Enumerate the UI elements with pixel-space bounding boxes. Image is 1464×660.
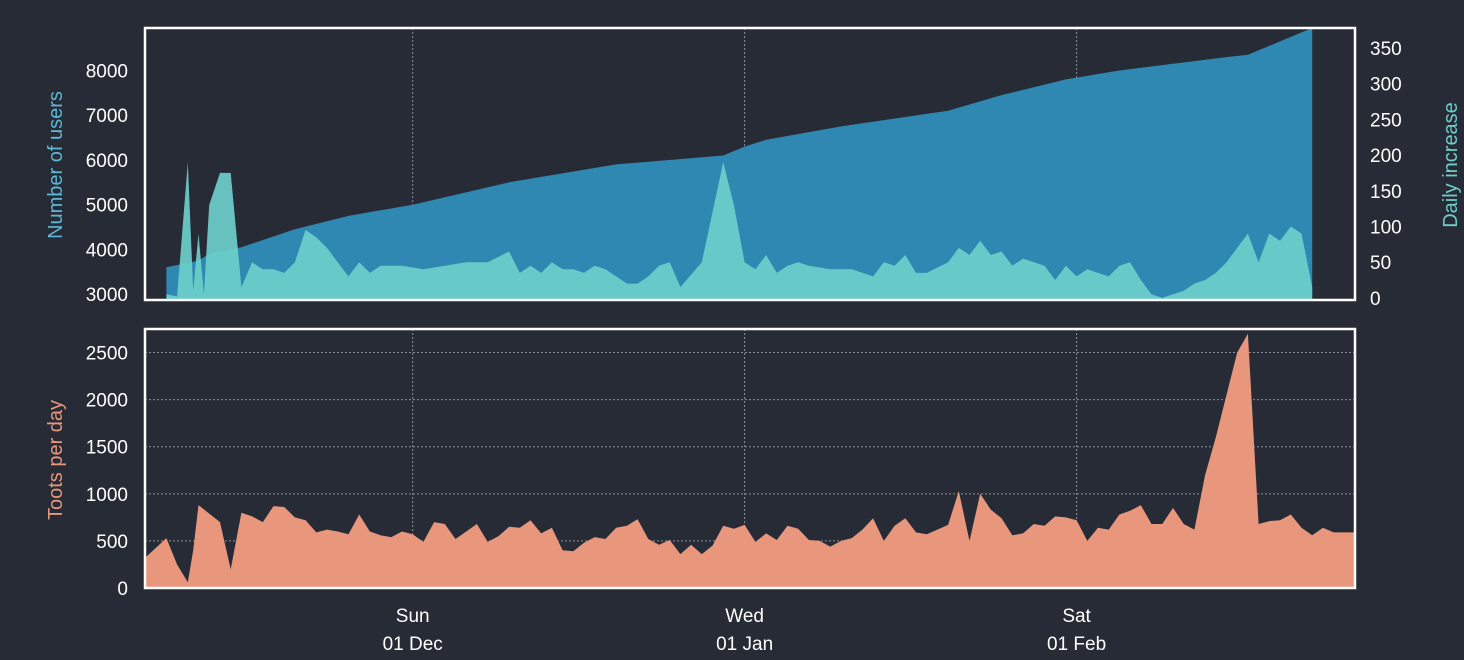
users-area	[166, 28, 1313, 300]
toots-tick-label: 2000	[86, 391, 128, 412]
x-tick-date: 01 Dec	[383, 634, 443, 655]
users-panel-frame	[143, 26, 1357, 302]
x-tick-weekday: Sun	[396, 606, 430, 627]
increase-axis-ticks: 0 50 100 150 200 250 300 350	[1370, 39, 1402, 310]
toots-tick-label: 2500	[86, 344, 128, 365]
users-tick-label: 3000	[86, 285, 128, 306]
toots-axis-label: Toots per day	[45, 400, 67, 520]
users-tick-label: 6000	[86, 151, 128, 172]
users-axis-ticks: 3000 4000 5000 6000 7000 8000	[86, 62, 128, 307]
toots-axis-ticks: 0 500 1000 1500 2000 2500	[86, 344, 128, 600]
increase-tick-label: 250	[1370, 110, 1402, 131]
increase-tick-label: 150	[1370, 182, 1402, 203]
increase-tick-label: 300	[1370, 75, 1402, 96]
toots-tick-label: 0	[117, 579, 128, 600]
daily-increase-area	[166, 162, 1313, 300]
increase-tick-label: 0	[1370, 289, 1381, 310]
users-panel: 3000 4000 5000 6000 7000 8000 0 50 100 150 200 250…	[45, 26, 1462, 310]
x-tick-weekday: Wed	[725, 606, 764, 627]
toots-area	[145, 333, 1355, 588]
toots-tick-label: 1000	[86, 485, 128, 506]
increase-tick-label: 350	[1370, 39, 1402, 60]
users-tick-label: 4000	[86, 240, 128, 261]
date-axis-ticks: Sun 01 Dec Wed 01 Jan Sat 01 Feb	[383, 606, 1107, 655]
toots-panel: 0 500 1000 1500 2000 2500 Toots per day Sun 01…	[45, 327, 1357, 655]
increase-axis-label: Daily increase	[1440, 102, 1462, 228]
toots-tick-label: 1500	[86, 438, 128, 459]
x-tick-date: 01 Jan	[716, 634, 773, 655]
toots-panel-frame	[143, 327, 1357, 590]
increase-tick-label: 50	[1370, 253, 1391, 274]
toots-tick-label: 500	[96, 532, 128, 553]
users-axis-label: Number of users	[45, 91, 67, 239]
users-tick-label: 5000	[86, 196, 128, 217]
x-tick-weekday: Sat	[1062, 606, 1091, 627]
increase-tick-label: 200	[1370, 146, 1402, 167]
x-tick-date: 01 Feb	[1047, 634, 1106, 655]
increase-tick-label: 100	[1370, 217, 1402, 238]
users-tick-label: 7000	[86, 106, 128, 127]
users-tick-label: 8000	[86, 62, 128, 83]
